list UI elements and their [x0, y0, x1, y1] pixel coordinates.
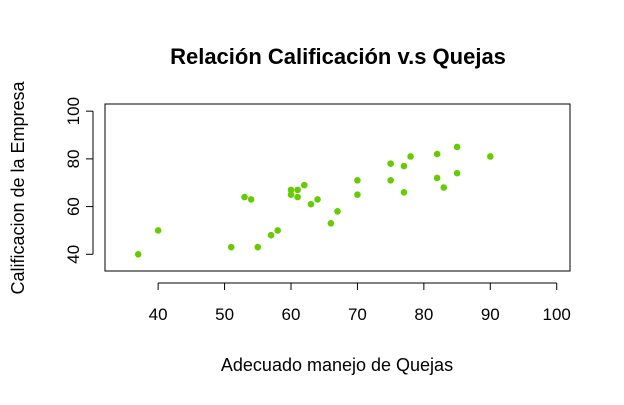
y-tick-label: 100 [64, 97, 83, 125]
data-point [307, 200, 315, 208]
data-point [154, 227, 162, 234]
data-point [254, 243, 262, 251]
data-point [300, 181, 308, 189]
data-point [294, 186, 301, 194]
y-tick-label: 60 [64, 197, 83, 216]
data-point [433, 150, 441, 158]
data-point [453, 169, 461, 177]
x-axis-label: Adecuado manejo de Quejas [221, 355, 453, 375]
data-point [327, 219, 335, 227]
data-point [354, 191, 361, 198]
data-point [433, 174, 441, 182]
x-tick-label: 100 [543, 305, 571, 324]
data-point [334, 208, 341, 215]
data-point [294, 193, 301, 201]
data-point [453, 143, 461, 151]
data-point [354, 177, 361, 184]
x-tick-label: 70 [348, 305, 367, 324]
data-point [287, 186, 295, 194]
data-points [134, 143, 494, 258]
y-tick-label: 80 [64, 149, 83, 168]
data-point [227, 243, 235, 251]
x-tick-label: 90 [481, 305, 500, 324]
data-point [407, 153, 414, 160]
x-tick-label: 80 [414, 305, 433, 324]
x-axis: 40 50 60 70 80 90 100 [149, 282, 571, 324]
y-tick-label: 40 [64, 245, 83, 264]
y-axis: 40 60 80 100 [64, 97, 94, 264]
data-point [486, 153, 494, 160]
data-point [387, 177, 394, 184]
data-point [387, 160, 394, 167]
data-point [267, 231, 275, 239]
chart-title: Relación Calificación v.s Quejas [170, 44, 506, 69]
data-point [287, 191, 295, 198]
x-tick-label: 60 [282, 305, 301, 324]
data-point [440, 184, 448, 191]
plot-frame [104, 103, 571, 272]
data-point [400, 162, 408, 170]
y-axis-label: Calificacion de la Empresa [8, 80, 28, 294]
data-point [400, 188, 408, 196]
data-point [241, 193, 248, 201]
data-point [134, 251, 142, 258]
x-tick-label: 40 [149, 305, 168, 324]
data-point [274, 227, 282, 234]
data-point [314, 196, 321, 203]
x-tick-label: 50 [215, 305, 234, 324]
data-point [247, 196, 255, 203]
